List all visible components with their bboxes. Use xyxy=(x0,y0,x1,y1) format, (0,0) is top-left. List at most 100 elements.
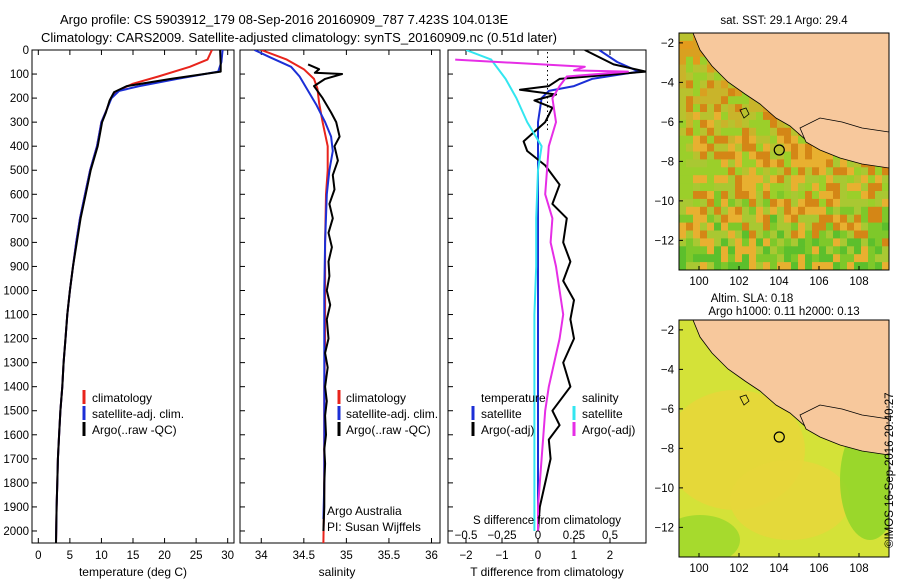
sst-cell xyxy=(868,167,876,176)
sst-cell xyxy=(693,104,701,113)
sst-cell xyxy=(700,183,708,192)
sst-cell xyxy=(791,167,799,176)
sst-cell xyxy=(833,246,841,255)
sst-cell xyxy=(707,191,715,200)
sst-cell xyxy=(686,40,694,50)
x-tick-label: 35.5 xyxy=(378,550,400,562)
sst-cell xyxy=(826,198,834,208)
sst-cell xyxy=(847,246,855,255)
sst-cell xyxy=(693,175,701,184)
map-y-tick-label: −10 xyxy=(654,196,674,208)
sst-cell xyxy=(700,175,708,184)
sst-cell xyxy=(805,262,813,270)
sst-cell xyxy=(805,159,813,168)
x-tick-label: 36 xyxy=(425,550,438,562)
map-x-tick-label: 102 xyxy=(729,276,748,288)
sst-cell xyxy=(770,206,778,216)
sst-cell xyxy=(840,230,848,239)
sst-cell xyxy=(854,238,862,247)
sst-cell xyxy=(728,206,736,216)
legend-t-argo: Argo(-adj) xyxy=(481,423,534,437)
legend-satellite-adj: satellite-adj. clim. xyxy=(92,407,184,421)
java-landmass xyxy=(799,404,889,456)
sst-cell xyxy=(868,183,876,192)
sst-cell xyxy=(798,191,806,200)
sst-cell xyxy=(686,135,694,145)
sst-cell xyxy=(714,127,722,137)
sst-cell xyxy=(784,167,792,176)
sst-cell xyxy=(707,222,715,231)
sst-cell xyxy=(686,112,694,121)
sst-cell xyxy=(770,183,778,192)
sst-cell xyxy=(777,119,785,129)
sst-cell xyxy=(882,222,889,231)
sst-cell xyxy=(693,230,701,239)
x-tick-label: 15 xyxy=(127,550,140,562)
sst-cell xyxy=(826,262,834,270)
sst-cell xyxy=(861,175,869,184)
sst-cell xyxy=(679,246,687,255)
sst-cell xyxy=(679,262,687,270)
sst-cell xyxy=(840,159,848,168)
sst-cell xyxy=(728,88,736,97)
sst-cell xyxy=(763,175,771,184)
sst-cell xyxy=(763,135,771,145)
sst-cell xyxy=(833,230,841,239)
sst-cell xyxy=(826,214,834,224)
sst-cell xyxy=(882,262,889,270)
difference-x-axis: −2 −1 0 1 2 xyxy=(459,50,613,562)
sst-cell xyxy=(721,262,729,270)
sst-cell xyxy=(875,191,883,200)
series-line-satellite-adj-clim xyxy=(55,50,224,543)
sst-cell xyxy=(742,238,750,247)
sst-cell xyxy=(679,104,687,113)
depth-tick-label: 1000 xyxy=(3,285,29,297)
sst-cell xyxy=(777,222,785,231)
sst-cell xyxy=(861,246,869,255)
sst-cell xyxy=(742,167,750,176)
sst-cell xyxy=(791,222,799,231)
sst-cell xyxy=(749,214,757,224)
sst-cell xyxy=(742,175,750,184)
sst-cell xyxy=(749,206,757,216)
sst-cell xyxy=(700,214,708,224)
sst-cell xyxy=(847,167,855,176)
sst-cell xyxy=(707,198,715,208)
sst-cell xyxy=(735,96,743,105)
sst-cell xyxy=(728,246,736,255)
map-y-tick-label: −8 xyxy=(661,443,674,455)
sst-cell xyxy=(749,104,757,113)
sst-cell xyxy=(714,183,722,192)
sst-cell xyxy=(721,175,729,184)
sst-cell xyxy=(770,246,778,255)
sst-cell xyxy=(728,159,736,168)
sst-cell xyxy=(826,230,834,239)
sst-cell xyxy=(693,143,701,152)
sst-cell xyxy=(721,230,729,239)
sst-cell xyxy=(819,262,827,270)
sst-cell xyxy=(798,254,806,263)
sst-cell xyxy=(721,96,729,105)
sst-cell xyxy=(707,80,715,89)
sst-cell xyxy=(854,230,862,239)
sst-cell xyxy=(742,254,750,263)
sst-cell xyxy=(686,72,694,81)
sst-cell xyxy=(805,254,813,263)
depth-axis: 0 100 200 300 400 500 600 700 800 900 1000 1100 1200… xyxy=(3,45,453,538)
sst-cell xyxy=(812,191,820,200)
sst-cell xyxy=(707,206,715,216)
sst-cell xyxy=(714,222,722,231)
map-y-tick-label: −12 xyxy=(654,235,674,247)
sst-cell xyxy=(777,238,785,247)
sst-cell xyxy=(840,198,848,208)
s-tick-label: 0 xyxy=(535,530,541,542)
sst-cell xyxy=(700,56,708,66)
sst-cell xyxy=(693,119,701,129)
sst-cell xyxy=(728,151,736,160)
sst-cell xyxy=(679,238,687,247)
sst-cell xyxy=(805,222,813,231)
depth-tick-label: 300 xyxy=(10,117,29,129)
depth-tick-label: 500 xyxy=(10,165,29,177)
sst-cell xyxy=(721,112,729,121)
